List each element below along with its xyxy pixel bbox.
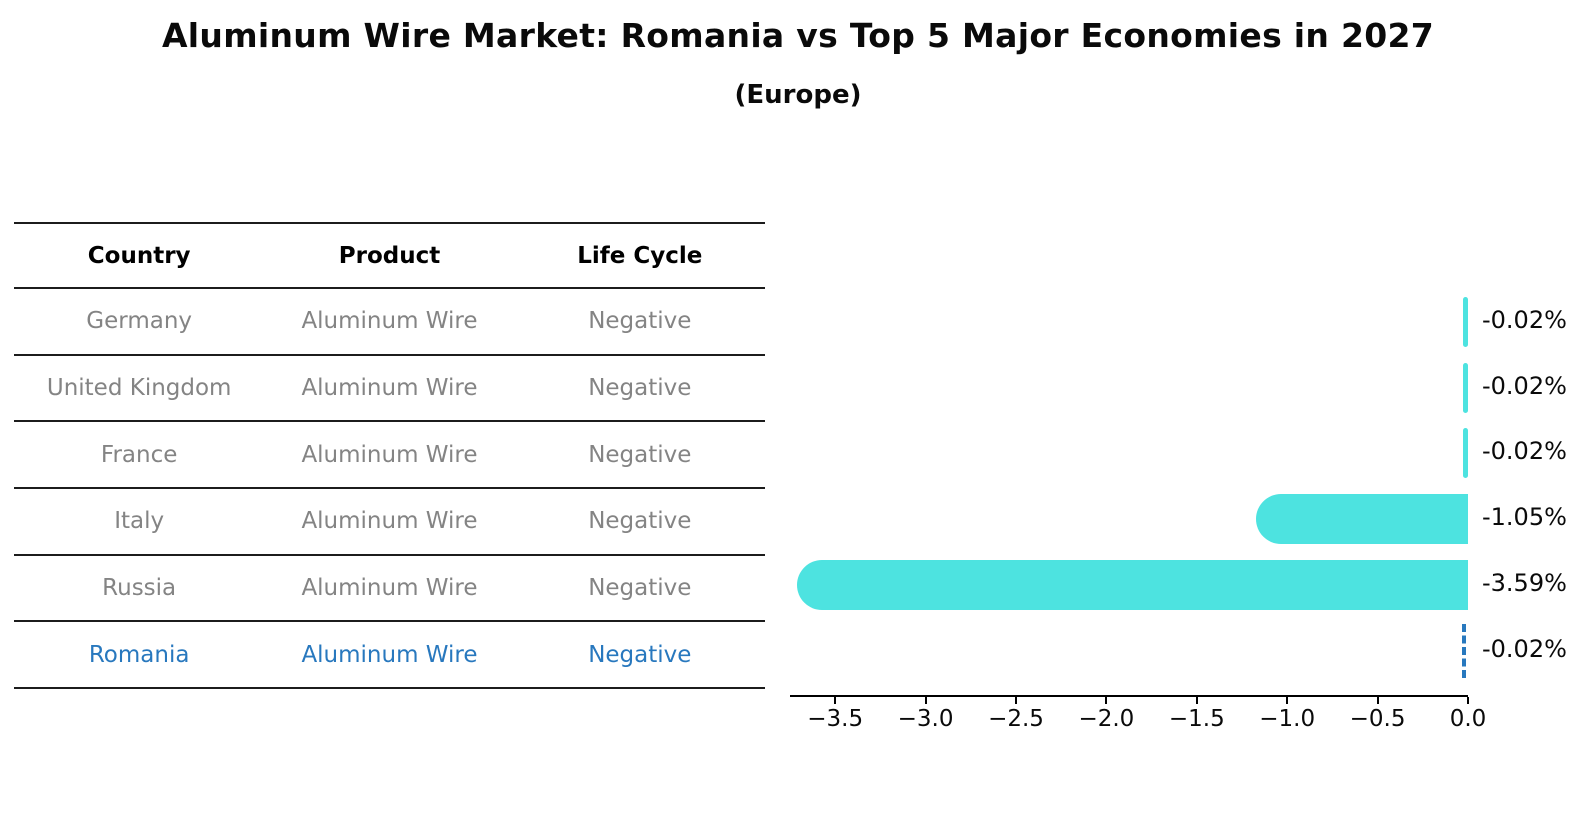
bar-value-label-france: -0.02% [1482,437,1567,466]
x-axis-tick [924,697,927,704]
bar-germany [1463,297,1468,347]
x-axis-tick-label: −0.5 [1349,706,1406,732]
bar-value-label-romania: -0.02% [1482,634,1567,663]
page-title: Aluminum Wire Market: Romania vs Top 5 M… [161,16,1435,55]
cell-lifecycle: Negative [588,375,692,402]
x-axis-tick [1376,697,1379,704]
cell-product: Aluminum Wire [301,308,478,335]
bar-italy [1256,494,1468,545]
bar-romania-dashed-marker [1462,623,1466,678]
x-axis-tick [1105,697,1108,704]
header-cell-product: Product [338,242,441,269]
cell-lifecycle: Negative [588,508,692,535]
bar-russia [796,559,1468,610]
cell-product: Aluminum Wire [301,641,478,668]
x-axis-line [790,695,1468,697]
bar-chart-plot-area: −3.5 −3.0 −2.5 −2.0 −1.5 −1.0 −0.5 0.0 [790,280,1486,740]
cell-product: Aluminum Wire [301,575,478,602]
bar-value-label-russia: -3.59% [1482,568,1567,597]
cell-country: Germany [86,308,193,335]
bar-france [1463,428,1468,479]
cell-country: Russia [102,575,177,602]
bar-united-kingdom [1463,362,1468,413]
table-row-germany: Germany Aluminum Wire Negative [14,289,765,356]
x-axis-tick-label: −2.0 [1078,706,1135,732]
x-axis-tick [1195,697,1198,704]
x-axis-tick-label: −1.0 [1259,706,1316,732]
x-axis-tick [1015,697,1017,704]
cell-lifecycle: Negative [588,575,692,602]
header-cell-lifecycle: Life Cycle [577,242,703,269]
table-row-romania: Romania Aluminum Wire Negative [14,622,765,690]
x-axis-tick-label: 0.0 [1449,706,1487,732]
x-axis-tick-label: −3.0 [897,706,954,732]
country-table: Country Product Life Cycle Germany Alumi… [14,222,765,690]
x-axis-tick [834,697,837,704]
cell-country: Romania [88,641,190,668]
table-body: Germany Aluminum Wire Negative United Ki… [14,289,765,690]
x-axis-tick [1467,697,1469,704]
x-axis-tick [1286,697,1289,704]
table-row-united-kingdom: United Kingdom Aluminum Wire Negative [14,356,765,423]
bar-value-label-germany: -0.02% [1482,306,1567,334]
cell-product: Aluminum Wire [301,508,478,535]
cell-country: France [100,441,178,468]
table-row-france: France Aluminum Wire Negative [14,422,765,490]
cell-product: Aluminum Wire [301,441,478,468]
table-row-russia: Russia Aluminum Wire Negative [14,556,765,623]
bar-value-label-italy: -1.05% [1482,503,1567,532]
cell-product: Aluminum Wire [301,375,478,402]
cell-country: Italy [114,508,165,535]
cell-lifecycle: Negative [588,441,692,468]
bar-value-label-united-kingdom: -0.02% [1482,371,1567,400]
x-axis-tick-label: −2.5 [988,706,1044,732]
table-header-row: Country Product Life Cycle [14,224,765,289]
table-row-italy: Italy Aluminum Wire Negative [14,489,765,556]
x-axis-tick-label: −3.5 [807,706,864,732]
cell-lifecycle: Negative [588,308,692,335]
x-axis-tick-label: −1.5 [1168,706,1225,732]
page-subtitle: (Europe) [734,80,862,110]
cell-lifecycle: Negative [588,641,692,668]
cell-country: United Kingdom [46,375,232,402]
header-cell-country: Country [87,242,191,269]
